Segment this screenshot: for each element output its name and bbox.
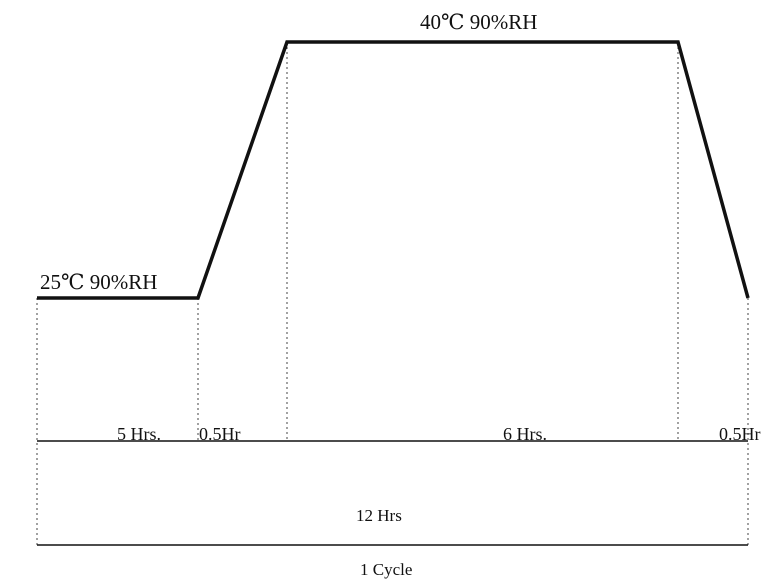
guide-lines xyxy=(36,42,749,545)
high-condition-label: 40℃ 90%RH xyxy=(420,10,537,34)
cycle-profile-line xyxy=(37,40,750,300)
cycle-label: 1 Cycle xyxy=(360,560,412,579)
segment-4-label: 0.5Hr xyxy=(719,424,761,444)
low-condition-label: 25℃ 90%RH xyxy=(40,270,157,294)
segment-3-label: 6 Hrs. xyxy=(503,424,547,444)
segment-1-label: 5 Hrs. xyxy=(117,424,161,444)
segment-2-label: 0.5Hr xyxy=(199,424,241,444)
total-duration-label: 12 Hrs xyxy=(356,506,402,525)
